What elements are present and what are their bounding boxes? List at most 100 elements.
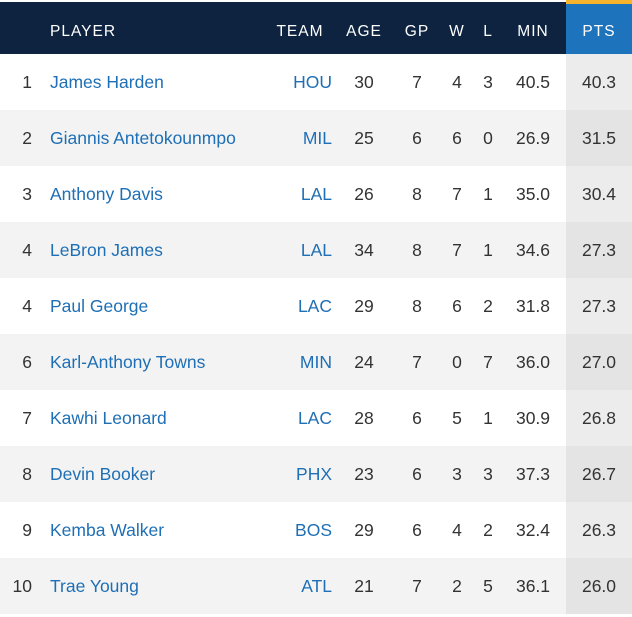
team-link[interactable]: LAL — [300, 239, 332, 260]
points-cell: 26.0 — [566, 558, 632, 614]
wins-cell: 5 — [452, 407, 462, 428]
age-cell: 30 — [354, 71, 374, 92]
losses-cell: 2 — [483, 295, 493, 316]
team-link[interactable]: HOU — [293, 71, 332, 92]
rank-cell: 4 — [22, 239, 32, 260]
wins-cell: 6 — [452, 127, 462, 148]
player-link[interactable]: Karl-Anthony Towns — [50, 351, 206, 372]
table-row: 1 James Harden HOU 30 7 4 3 40.5 40.3 — [0, 54, 632, 110]
team-link[interactable]: LAC — [297, 295, 332, 316]
gp-cell: 6 — [412, 127, 422, 148]
rank-cell: 6 — [22, 351, 32, 372]
header-w[interactable]: W — [449, 23, 465, 40]
rank-cell: 4 — [22, 295, 32, 316]
table-row: 2 Giannis Antetokounmpo MIL 25 6 6 0 26.9 31.5 — [0, 110, 632, 166]
points-cell: 26.8 — [566, 390, 632, 446]
points-cell: 26.3 — [566, 502, 632, 558]
gp-cell: 8 — [412, 295, 422, 316]
points-cell: 27.3 — [566, 278, 632, 334]
losses-cell: 2 — [483, 519, 493, 540]
wins-cell: 4 — [452, 71, 462, 92]
losses-cell: 5 — [483, 575, 493, 596]
header-rank — [0, 2, 50, 54]
points-cell: 26.7 — [566, 446, 632, 502]
table-row: 3 Anthony Davis LAL 26 8 7 1 35.0 30.4 — [0, 166, 632, 222]
wins-cell: 7 — [452, 239, 462, 260]
minutes-cell: 31.8 — [515, 295, 551, 316]
age-cell: 23 — [354, 463, 374, 484]
player-link[interactable]: Devin Booker — [50, 463, 156, 484]
player-link[interactable]: James Harden — [50, 71, 164, 92]
losses-cell: 3 — [483, 463, 493, 484]
age-cell: 34 — [354, 239, 374, 260]
losses-cell: 1 — [483, 183, 493, 204]
player-link[interactable]: Kemba Walker — [50, 519, 165, 540]
table-row: 4 Paul George LAC 29 8 6 2 31.8 27.3 — [0, 278, 632, 334]
player-link[interactable]: Anthony Davis — [50, 183, 163, 204]
gp-cell: 7 — [412, 575, 422, 596]
team-link[interactable]: MIN — [299, 351, 332, 372]
rank-cell: 8 — [22, 463, 32, 484]
header-pts-sorted[interactable]: PTS — [566, 0, 632, 54]
age-cell: 24 — [354, 351, 374, 372]
rank-cell: 1 — [22, 71, 32, 92]
minutes-cell: 32.4 — [515, 519, 551, 540]
wins-cell: 0 — [452, 351, 462, 372]
player-link[interactable]: Kawhi Leonard — [50, 407, 167, 428]
wins-cell: 6 — [452, 295, 462, 316]
wins-cell: 2 — [452, 575, 462, 596]
points-cell: 40.3 — [566, 54, 632, 110]
points-cell: 30.4 — [566, 166, 632, 222]
table-row: 9 Kemba Walker BOS 29 6 4 2 32.4 26.3 — [0, 502, 632, 558]
gp-cell: 7 — [412, 351, 422, 372]
table-row: 10 Trae Young ATL 21 7 2 5 36.1 26.0 — [0, 558, 632, 614]
wins-cell: 4 — [452, 519, 462, 540]
minutes-cell: 40.5 — [515, 71, 551, 92]
minutes-cell: 36.1 — [515, 575, 551, 596]
age-cell: 29 — [354, 295, 374, 316]
team-link[interactable]: LAL — [300, 183, 332, 204]
team-link[interactable]: LAC — [297, 407, 332, 428]
age-cell: 29 — [354, 519, 374, 540]
minutes-cell: 30.9 — [515, 407, 551, 428]
gp-cell: 8 — [412, 239, 422, 260]
table-row: 4 LeBron James LAL 34 8 7 1 34.6 27.3 — [0, 222, 632, 278]
gp-cell: 6 — [412, 519, 422, 540]
gp-cell: 7 — [412, 71, 422, 92]
header-gp[interactable]: GP — [404, 23, 430, 40]
minutes-cell: 37.3 — [515, 463, 551, 484]
points-cell: 31.5 — [566, 110, 632, 166]
table-row: 6 Karl-Anthony Towns MIN 24 7 0 7 36.0 27.0 — [0, 334, 632, 390]
losses-cell: 7 — [483, 351, 493, 372]
header-player[interactable]: PLAYER — [50, 23, 117, 40]
header-team[interactable]: TEAM — [276, 23, 324, 40]
player-link[interactable]: Giannis Antetokounmpo — [50, 127, 236, 148]
player-link[interactable]: LeBron James — [50, 239, 163, 260]
wins-cell: 7 — [452, 183, 462, 204]
losses-cell: 3 — [483, 71, 493, 92]
header-min[interactable]: MIN — [517, 23, 549, 40]
team-link[interactable]: BOS — [295, 519, 332, 540]
gp-cell: 6 — [412, 407, 422, 428]
age-cell: 25 — [354, 127, 374, 148]
header-l[interactable]: L — [483, 23, 493, 40]
losses-cell: 1 — [483, 407, 493, 428]
team-link[interactable]: MIL — [302, 127, 332, 148]
player-link[interactable]: Paul George — [50, 295, 149, 316]
rank-cell: 10 — [12, 575, 32, 596]
table-body: 1 James Harden HOU 30 7 4 3 40.5 40.3 2 Giannis An… — [0, 54, 632, 614]
gp-cell: 8 — [412, 183, 422, 204]
age-cell: 26 — [354, 183, 374, 204]
age-cell: 21 — [354, 575, 374, 596]
losses-cell: 1 — [483, 239, 493, 260]
header-age[interactable]: AGE — [346, 23, 382, 40]
age-cell: 28 — [354, 407, 374, 428]
team-link[interactable]: PHX — [296, 463, 332, 484]
table-row: 8 Devin Booker PHX 23 6 3 3 37.3 26.7 — [0, 446, 632, 502]
rank-cell: 9 — [22, 519, 32, 540]
losses-cell: 0 — [483, 127, 493, 148]
player-link[interactable]: Trae Young — [50, 575, 139, 596]
team-link[interactable]: ATL — [301, 575, 332, 596]
rank-cell: 3 — [22, 183, 32, 204]
